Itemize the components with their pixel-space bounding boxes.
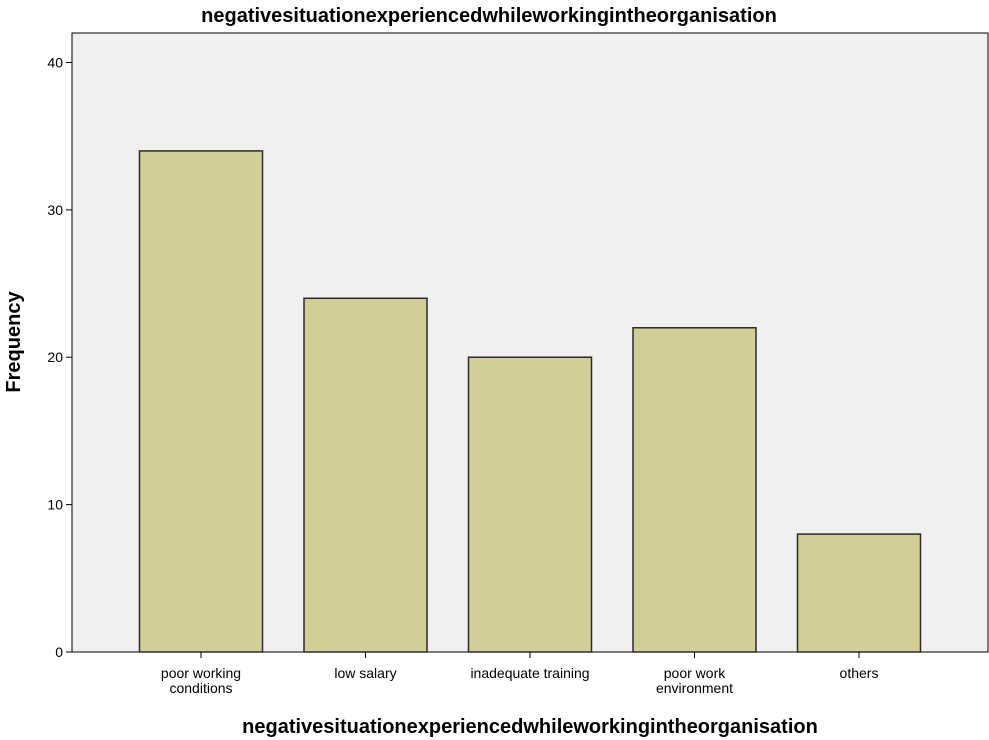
y-tick-label-2: 20 [47,349,63,365]
bar-2 [467,356,593,653]
x-axis: poor working conditions low salary inadequa… [161,652,879,696]
y-tick-label-1: 10 [47,497,63,513]
chart-title: negativesituationexperiencedwhileworking… [201,5,777,27]
y-tick-label-3: 30 [47,202,63,218]
x-axis-title: negativesituationexperiencedwhileworking… [242,716,818,738]
y-axis: 0 10 20 30 40 [47,54,72,660]
x-tick-label-4: others [840,665,879,681]
bar-0 [138,150,264,653]
bar-3 [632,327,757,653]
bar-1 [303,297,428,653]
x-tick-label-2: inadequate training [470,665,589,681]
x-tick-label-0: poor working conditions [161,665,241,696]
bars-group [138,150,922,653]
y-tick-label-0: 0 [55,644,63,660]
y-tick-label-4: 40 [47,54,63,70]
y-axis-title: Frequency [3,291,25,393]
x-tick-label-1: low salary [334,665,396,681]
x-tick-label-3: poor work environment [656,665,733,696]
bar-4 [796,533,922,653]
